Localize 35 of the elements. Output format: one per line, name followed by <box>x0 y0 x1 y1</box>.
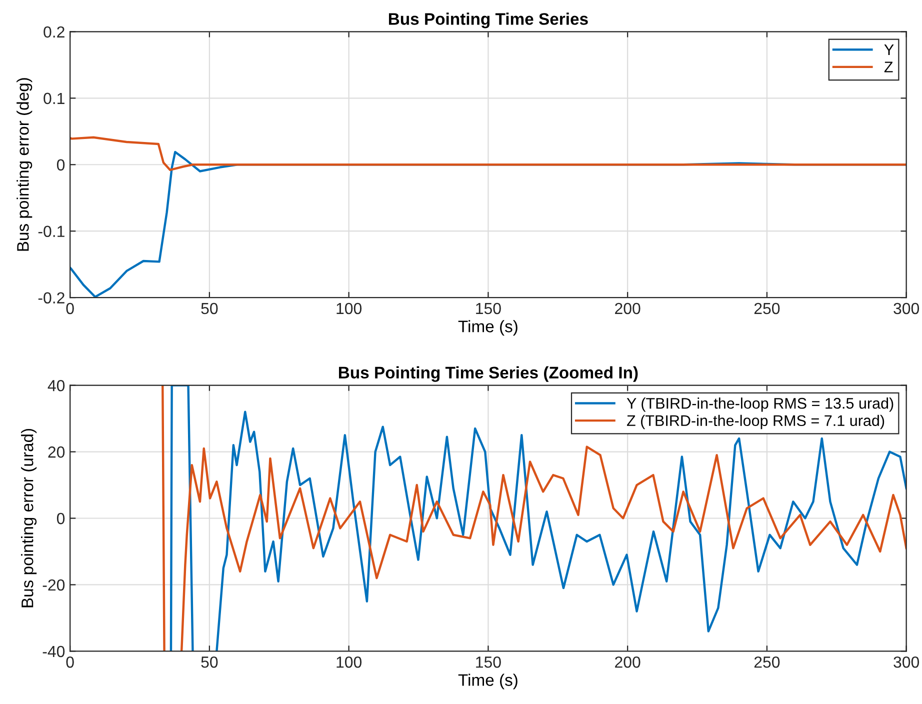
x-tick-label: 150 <box>476 302 501 314</box>
y-tick-label: -20 <box>42 579 65 591</box>
y-axis-title: Bus pointing error (deg) <box>16 78 32 251</box>
y-tick-label: 0.2 <box>44 26 64 38</box>
y-axis-title: Bus pointing error (urad) <box>21 428 37 608</box>
x-tick-label: 150 <box>476 656 501 668</box>
legend-label: Z <box>884 62 893 72</box>
chart-title: Bus Pointing Time Series <box>388 12 588 28</box>
y-tick-label: 20 <box>48 446 65 458</box>
x-axis-title: Time (s) <box>458 674 518 690</box>
x-tick-label: 250 <box>754 302 780 314</box>
x-tick-label: 250 <box>754 656 780 668</box>
x-tick-label: 100 <box>336 302 362 314</box>
x-tick-label: 100 <box>336 656 362 668</box>
x-tick-label: 0 <box>66 656 74 668</box>
line-series <box>70 136 906 172</box>
y-tick-label: 0 <box>56 512 65 524</box>
y-tick-label: -0.1 <box>38 226 64 238</box>
chart-title: Bus Pointing Time Series (Zoomed In) <box>338 366 638 382</box>
x-tick-label: 50 <box>201 656 218 668</box>
y-tick-label: 0.1 <box>44 92 64 104</box>
legend-label: Y (TBIRD-in-the-loop RMS = 13.5 urad) <box>626 398 894 412</box>
x-axis-title: Time (s) <box>458 320 518 336</box>
x-tick-label: 300 <box>894 302 920 314</box>
y-tick-label: 0 <box>56 159 65 171</box>
legend-label: Z (TBIRD-in-the-loop RMS = 7.1 urad) <box>626 414 884 430</box>
x-tick-label: 300 <box>894 656 920 668</box>
x-tick-label: 200 <box>615 302 640 314</box>
legend-label: Y <box>884 44 894 55</box>
y-tick-label: -0.2 <box>38 292 64 304</box>
x-tick-label: 200 <box>615 656 640 668</box>
x-tick-label: 50 <box>201 302 218 314</box>
y-tick-label: 40 <box>48 380 65 392</box>
x-tick-label: 0 <box>66 302 74 314</box>
y-tick-label: -40 <box>42 646 65 658</box>
